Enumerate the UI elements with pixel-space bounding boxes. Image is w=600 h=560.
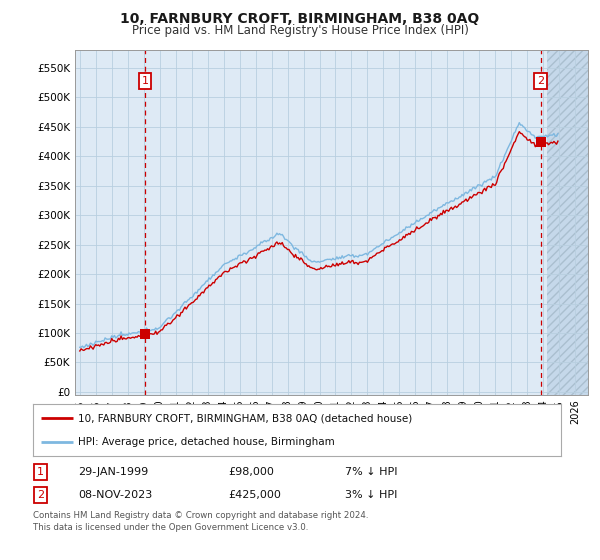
Bar	[547, 50, 600, 395]
Text: Price paid vs. HM Land Registry's House Price Index (HPI): Price paid vs. HM Land Registry's House …	[131, 24, 469, 36]
Text: 3% ↓ HPI: 3% ↓ HPI	[344, 491, 397, 500]
Text: 2: 2	[37, 491, 44, 500]
Text: 29-JAN-1999: 29-JAN-1999	[78, 468, 148, 477]
Text: 7% ↓ HPI: 7% ↓ HPI	[344, 468, 397, 477]
Text: 2: 2	[537, 76, 544, 86]
Text: 1: 1	[37, 468, 44, 477]
Text: 08-NOV-2023: 08-NOV-2023	[78, 491, 152, 500]
Text: Contains HM Land Registry data © Crown copyright and database right 2024.
This d: Contains HM Land Registry data © Crown c…	[33, 511, 368, 531]
Text: 1: 1	[142, 76, 148, 86]
Text: 10, FARNBURY CROFT, BIRMINGHAM, B38 0AQ (detached house): 10, FARNBURY CROFT, BIRMINGHAM, B38 0AQ …	[78, 413, 412, 423]
Text: £98,000: £98,000	[229, 468, 274, 477]
Text: £425,000: £425,000	[229, 491, 281, 500]
Text: HPI: Average price, detached house, Birmingham: HPI: Average price, detached house, Birm…	[78, 437, 335, 447]
Text: 10, FARNBURY CROFT, BIRMINGHAM, B38 0AQ: 10, FARNBURY CROFT, BIRMINGHAM, B38 0AQ	[121, 12, 479, 26]
